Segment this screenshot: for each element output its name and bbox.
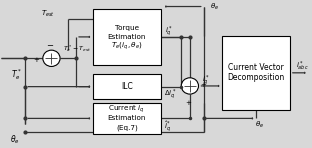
Ellipse shape — [43, 50, 60, 66]
Bar — [93, 9, 161, 65]
Text: $T_{est}$: $T_{est}$ — [41, 8, 55, 18]
Text: Current $i_q$: Current $i_q$ — [108, 103, 145, 115]
Text: $+$: $+$ — [33, 54, 40, 63]
Text: $\theta_e$: $\theta_e$ — [210, 1, 219, 12]
Text: $\theta_e$: $\theta_e$ — [255, 120, 264, 130]
Text: $i_q^*$: $i_q^*$ — [164, 24, 172, 39]
Text: $+$: $+$ — [185, 98, 192, 107]
Text: (Eq.7): (Eq.7) — [116, 124, 138, 131]
Text: Decomposition: Decomposition — [227, 73, 285, 82]
Bar — [93, 74, 161, 99]
Text: $i_q^*$: $i_q^*$ — [202, 73, 210, 88]
Text: $T_e^*$: $T_e^*$ — [12, 67, 22, 82]
Text: $i_{abc}^*$: $i_{abc}^*$ — [296, 59, 309, 73]
Bar — [222, 36, 290, 110]
Text: Current Vector: Current Vector — [228, 63, 284, 72]
Bar — [93, 103, 161, 134]
Text: $\hat{i}_q^*$: $\hat{i}_q^*$ — [164, 119, 171, 134]
Text: $-$: $-$ — [46, 39, 54, 48]
Text: Estimation: Estimation — [108, 115, 146, 121]
Text: $T_e^*-T_{est}$: $T_e^*-T_{est}$ — [63, 43, 92, 54]
Text: ILC: ILC — [121, 82, 133, 91]
Text: $T_e(i_q, \theta_e)$: $T_e(i_q, \theta_e)$ — [111, 41, 143, 52]
Text: Estimation: Estimation — [108, 34, 146, 40]
Text: $+$: $+$ — [200, 80, 207, 89]
Ellipse shape — [181, 78, 198, 94]
Text: $\theta_e$: $\theta_e$ — [10, 134, 20, 146]
Text: $\Delta i_q^*$: $\Delta i_q^*$ — [164, 88, 176, 102]
Text: Torque: Torque — [115, 25, 139, 31]
